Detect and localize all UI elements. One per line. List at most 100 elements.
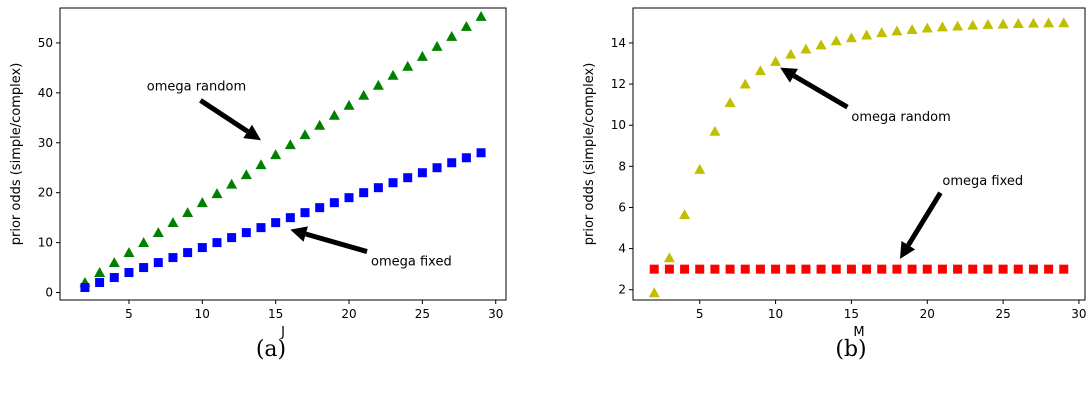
data-point-triangle [387, 69, 399, 80]
data-point-square [953, 264, 963, 274]
data-point-triangle [921, 22, 933, 33]
x-tick-label: 30 [1071, 307, 1086, 321]
data-point-square [359, 188, 369, 198]
data-point-triangle [182, 207, 194, 218]
x-tick-label: 30 [488, 307, 503, 321]
data-point-square [937, 264, 947, 274]
data-point-triangle [1027, 17, 1039, 28]
x-tick-label: 25 [415, 307, 430, 321]
y-tick-label: 12 [611, 77, 626, 91]
data-point-triangle [138, 237, 150, 247]
data-point-triangle [648, 287, 660, 298]
data-point-triangle [226, 178, 238, 189]
data-point-square [740, 264, 750, 274]
x-tick-label: 5 [125, 307, 133, 321]
data-point-triangle [402, 60, 414, 71]
data-point-square [1013, 264, 1023, 274]
data-point-square [432, 163, 442, 173]
data-point-square [271, 218, 281, 228]
data-point-triangle [152, 227, 164, 238]
y-tick-label: 14 [611, 36, 626, 50]
data-point-triangle [739, 78, 751, 89]
data-point-square [315, 203, 325, 213]
data-point-triangle [845, 32, 857, 43]
data-point-square [1044, 264, 1054, 274]
data-point-triangle [754, 65, 766, 76]
data-point-triangle [372, 79, 384, 90]
data-point-triangle [724, 97, 736, 107]
data-point-triangle [876, 27, 888, 38]
data-point-square [922, 264, 932, 274]
data-point-triangle [240, 169, 252, 180]
data-point-triangle [1058, 17, 1070, 28]
data-point-triangle [891, 25, 903, 36]
data-point-square [168, 253, 178, 263]
data-point-triangle [663, 252, 675, 263]
x-tick-label: 15 [844, 307, 859, 321]
x-tick-label: 25 [995, 307, 1010, 321]
data-point-square [664, 264, 674, 274]
data-point-triangle [343, 99, 355, 110]
data-point-triangle [416, 50, 428, 61]
annotation-label: omega random [851, 110, 950, 125]
y-tick-label: 10 [611, 118, 626, 132]
x-tick-label: 20 [920, 307, 935, 321]
data-point-square [183, 248, 193, 258]
data-point-triangle [785, 48, 797, 59]
data-point-square [256, 223, 266, 233]
annotation-label: omega fixed [942, 174, 1023, 189]
data-point-triangle [815, 39, 827, 50]
data-point-square [892, 264, 902, 274]
y-tick-label: 10 [38, 236, 53, 250]
data-point-triangle [328, 109, 340, 120]
x-tick-label: 20 [341, 307, 356, 321]
data-point-triangle [94, 267, 106, 277]
y-tick-label: 8 [618, 159, 626, 173]
data-point-triangle [967, 19, 979, 30]
data-point-triangle [1012, 18, 1024, 29]
annotation-label: omega random [147, 79, 246, 94]
data-point-square [197, 243, 207, 253]
data-point-square [725, 264, 735, 274]
x-axis-label: J [280, 325, 285, 340]
panel-caption: (b) [835, 337, 866, 362]
data-point-square [124, 268, 134, 278]
data-point-triangle [709, 125, 721, 136]
data-point-triangle [800, 43, 812, 54]
annotation-arrow-head [243, 124, 261, 141]
y-tick-label: 0 [45, 286, 53, 300]
data-point-square [816, 264, 826, 274]
data-point-square [403, 173, 413, 183]
data-point-triangle [211, 188, 223, 199]
data-point-triangle [460, 20, 472, 31]
data-point-square [680, 264, 690, 274]
data-point-square [1028, 264, 1038, 274]
annotation-arrow-head [290, 226, 308, 242]
data-point-square [771, 264, 781, 274]
series-omega-fixed [649, 264, 1069, 274]
data-point-triangle [255, 159, 267, 170]
data-point-square [461, 153, 471, 163]
data-point-square [447, 158, 457, 168]
data-point-triangle [997, 18, 1009, 29]
y-tick-label: 30 [38, 136, 53, 150]
data-point-triangle [123, 247, 135, 257]
data-point-square [109, 273, 119, 283]
annotation-arrow-shaft [792, 73, 849, 110]
data-point-square [846, 264, 856, 274]
data-point-triangle [936, 21, 948, 32]
data-point-triangle [830, 35, 842, 46]
data-point-triangle [770, 55, 782, 66]
panel-caption: (a) [256, 337, 286, 362]
annotation-arrow-shaft [305, 231, 368, 254]
data-point-square [227, 233, 237, 243]
data-point-square [241, 228, 251, 238]
data-point-triangle [906, 24, 918, 34]
data-point-square [344, 193, 354, 203]
data-point-square [417, 168, 427, 178]
y-tick-label: 4 [618, 242, 626, 256]
series-omega-random [79, 10, 487, 287]
